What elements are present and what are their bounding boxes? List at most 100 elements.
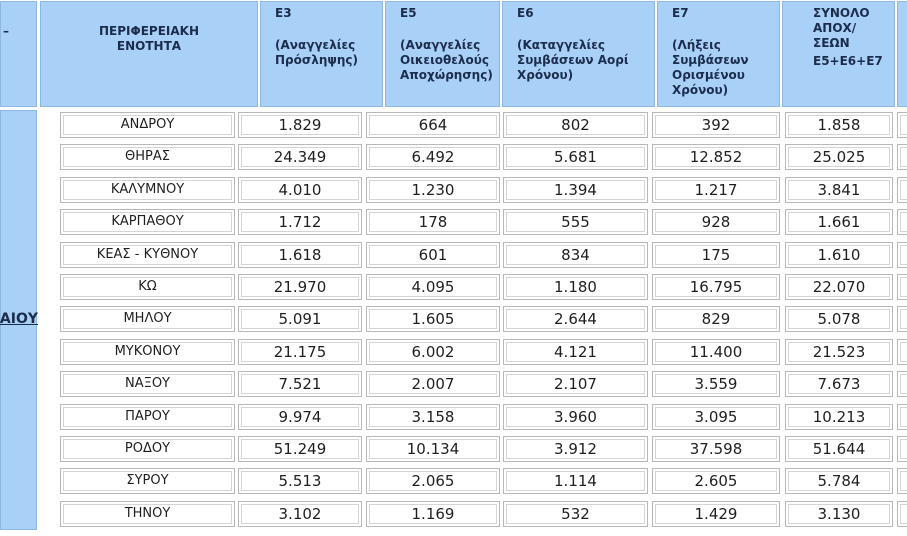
value-cell: 9.974 bbox=[238, 403, 362, 430]
value-cell: 22.070 bbox=[785, 274, 893, 300]
header-code: E3 bbox=[275, 6, 292, 20]
region-cell: ΑΝΔΡΟΥ bbox=[60, 112, 235, 138]
value-cell: 37.598 bbox=[652, 436, 780, 462]
cut-cell bbox=[897, 274, 907, 300]
cut-cell bbox=[897, 144, 907, 171]
header-code: ΣΥΝΟΛΟ ΑΠΟΧ/ΣΕΩΝ bbox=[813, 6, 870, 50]
value-cell: 2.065 bbox=[366, 468, 500, 495]
value-cell: 1.429 bbox=[652, 500, 780, 527]
cut-cell bbox=[897, 176, 907, 203]
value-cell: 1.829 bbox=[238, 112, 362, 138]
region-cell: ΘΗΡΑΣ bbox=[60, 144, 235, 171]
value-cell: 25.025 bbox=[785, 144, 893, 171]
value-cell: 3.158 bbox=[366, 403, 500, 430]
value-cell: 4.121 bbox=[503, 338, 648, 365]
value-cell: 10.213 bbox=[785, 403, 893, 430]
region-cell: ΜΥΚΟΝΟΥ bbox=[60, 338, 235, 365]
region-cell: ΠΑΡΟΥ bbox=[60, 403, 235, 430]
header-desc: (Αναγγελίες Πρόσληψης) bbox=[275, 38, 359, 67]
cut-cell bbox=[897, 338, 907, 365]
region-cell: ΣΥΡΟΥ bbox=[60, 468, 235, 495]
value-cell: 7.521 bbox=[238, 371, 362, 398]
value-cell: 802 bbox=[503, 112, 648, 138]
value-cell: 601 bbox=[366, 241, 500, 268]
region-cell: ΚΩ bbox=[60, 274, 235, 300]
value-cell: 2.007 bbox=[366, 371, 500, 398]
value-cell: 532 bbox=[503, 500, 648, 527]
header-code: E7 bbox=[672, 6, 689, 20]
cut-cell bbox=[897, 500, 907, 527]
value-cell: 3.559 bbox=[652, 371, 780, 398]
header-desc: E5+E6+E7 bbox=[813, 54, 883, 68]
value-cell: 829 bbox=[652, 306, 780, 333]
cut-cell bbox=[897, 112, 907, 138]
value-cell: 2.107 bbox=[503, 371, 648, 398]
value-cell: 6.002 bbox=[366, 338, 500, 365]
value-cell: 555 bbox=[503, 209, 648, 236]
header-cell: ΣΥΝΟΛΟ ΑΠΟΧ/ΣΕΩΝ E5+E6+E7 bbox=[782, 1, 895, 107]
value-cell: 1.394 bbox=[503, 176, 648, 203]
value-cell: 4.010 bbox=[238, 176, 362, 203]
region-cell: ΚΑΛΥΜΝΟΥ bbox=[60, 176, 235, 203]
header-cell: E7 (Λήξεις Συμβάσεων Ορισμένου Χρόνου) bbox=[657, 1, 780, 107]
value-cell: 7.673 bbox=[785, 371, 893, 398]
cut-cell bbox=[897, 403, 907, 430]
region-cell: ΝΑΞΟΥ bbox=[60, 371, 235, 398]
value-cell: 16.795 bbox=[652, 274, 780, 300]
value-cell: 1.169 bbox=[366, 500, 500, 527]
value-cell: 3.841 bbox=[785, 176, 893, 203]
value-cell: 3.960 bbox=[503, 403, 648, 430]
header-cell: E3 (Αναγγελίες Πρόσληψης) bbox=[260, 1, 383, 107]
region-cell: ΜΗΛΟΥ bbox=[60, 306, 235, 333]
header-cell: ΠΕΡΙΦΕΡΕΙΑΚΗ ΕΝΟΤΗΤΑ bbox=[40, 1, 258, 107]
value-cell: 1.605 bbox=[366, 306, 500, 333]
value-cell: 1.610 bbox=[785, 241, 893, 268]
value-cell: 3.130 bbox=[785, 500, 893, 527]
value-cell: 5.091 bbox=[238, 306, 362, 333]
value-cell: 3.912 bbox=[503, 436, 648, 462]
header-cell bbox=[897, 1, 907, 107]
region-cell: ΤΗΝΟΥ bbox=[60, 500, 235, 527]
value-cell: 1.618 bbox=[238, 241, 362, 268]
header-cell: – bbox=[0, 1, 37, 107]
value-cell: 6.492 bbox=[366, 144, 500, 171]
value-cell: 3.095 bbox=[652, 403, 780, 430]
header-desc: (Λήξεις Συμβάσεων Ορισμένου Χρόνου) bbox=[672, 38, 749, 97]
cut-cell bbox=[897, 241, 907, 268]
value-cell: 3.102 bbox=[238, 500, 362, 527]
header-text: ΠΕΡΙΦΕΡΕΙΑΚΗ ΕΝΟΤΗΤΑ bbox=[99, 24, 199, 53]
value-cell: 1.712 bbox=[238, 209, 362, 236]
value-cell: 21.970 bbox=[238, 274, 362, 300]
cut-cell bbox=[897, 306, 907, 333]
value-cell: 1.661 bbox=[785, 209, 893, 236]
value-cell: 21.523 bbox=[785, 338, 893, 365]
value-cell: 5.078 bbox=[785, 306, 893, 333]
value-cell: 175 bbox=[652, 241, 780, 268]
value-cell: 834 bbox=[503, 241, 648, 268]
group-cell: ΑΙΟΥ bbox=[0, 110, 38, 530]
value-cell: 21.175 bbox=[238, 338, 362, 365]
header-cell: E6 (Καταγγελίες Συμβάσεων Αορί Χρόνου) bbox=[502, 1, 655, 107]
value-cell: 11.400 bbox=[652, 338, 780, 365]
value-cell: 5.784 bbox=[785, 468, 893, 495]
value-cell: 392 bbox=[652, 112, 780, 138]
group-label: ΑΙΟΥ bbox=[0, 311, 38, 327]
value-cell: 2.605 bbox=[652, 468, 780, 495]
region-cell: ΚΑΡΠΑΘΟΥ bbox=[60, 209, 235, 236]
value-cell: 1.858 bbox=[785, 112, 893, 138]
region-cell: ΚΕΑΣ - ΚΥΘΝΟΥ bbox=[60, 241, 235, 268]
value-cell: 928 bbox=[652, 209, 780, 236]
header-desc: (Καταγγελίες Συμβάσεων Αορί Χρόνου) bbox=[517, 38, 629, 82]
cut-cell bbox=[897, 468, 907, 495]
value-cell: 24.349 bbox=[238, 144, 362, 171]
value-cell: 1.114 bbox=[503, 468, 648, 495]
value-cell: 4.095 bbox=[366, 274, 500, 300]
value-cell: 51.644 bbox=[785, 436, 893, 462]
value-cell: 178 bbox=[366, 209, 500, 236]
cut-cell bbox=[897, 209, 907, 236]
value-cell: 1.230 bbox=[366, 176, 500, 203]
header-code: E5 bbox=[400, 6, 417, 20]
region-cell: ΡΟΔΟΥ bbox=[60, 436, 235, 462]
header-cell: E5 (Αναγγελίες Οικειοθελούς Αποχώρησης) bbox=[385, 1, 500, 107]
